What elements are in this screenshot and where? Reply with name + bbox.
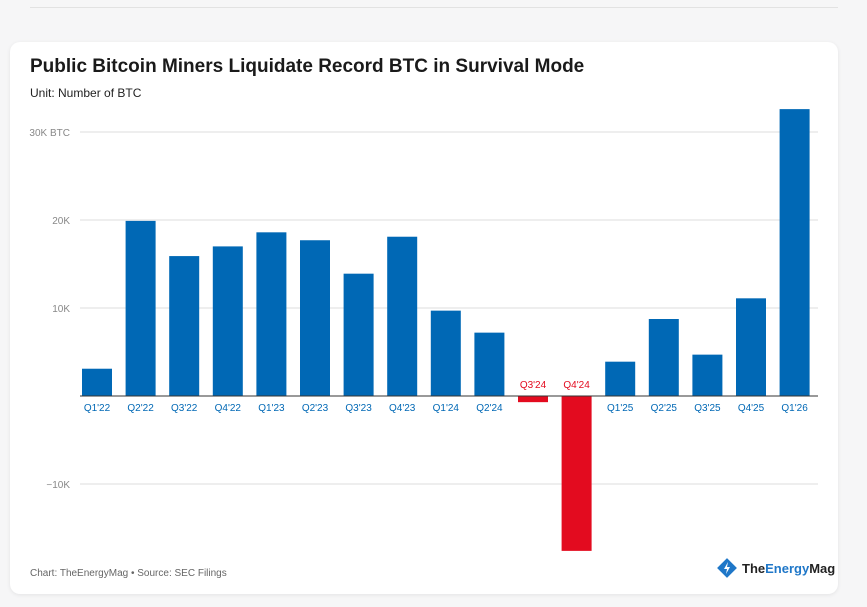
bar: [169, 256, 200, 396]
x-tick-label: Q2'24: [476, 403, 503, 414]
bar: [518, 396, 548, 403]
top-divider: [30, 7, 838, 8]
lightning-logo-icon: [717, 558, 737, 578]
logo-text: TheEnergyMag: [742, 560, 836, 576]
chart-footer: Chart: TheEnergyMag • Source: SEC Filing…: [30, 568, 227, 579]
x-tick-label: Q4'22: [215, 403, 242, 414]
bar-chart: 30K BTC 20K 10K −10K Q1'22 Q2'22 Q3'22 Q4'22 Q1'…: [29, 109, 818, 551]
x-tick-label: Q1'26: [781, 403, 808, 414]
y-tick-label: 10K: [52, 304, 70, 315]
bar: [561, 396, 592, 551]
bar: [779, 109, 810, 397]
bar: [343, 273, 374, 396]
bar: [300, 240, 330, 396]
x-tick-label: Q2'23: [302, 403, 329, 414]
x-tick-label: Q3'24: [520, 380, 547, 391]
x-tick-label: Q1'24: [433, 403, 460, 414]
y-tick-label: −10K: [46, 480, 70, 491]
x-tick-label: Q4'23: [389, 403, 416, 414]
y-tick-label: 30K BTC: [29, 128, 70, 139]
bar: [474, 332, 505, 396]
x-tick-label: Q3'22: [171, 403, 198, 414]
bar: [125, 220, 156, 396]
bar: [648, 319, 679, 396]
bar: [212, 246, 243, 396]
chart-title: Public Bitcoin Miners Liquidate Record B…: [30, 56, 585, 77]
x-tick-label: Q4'24: [563, 380, 590, 391]
bar: [430, 310, 461, 396]
x-tick-label: Q2'22: [127, 403, 154, 414]
bar: [387, 236, 418, 396]
bar: [692, 354, 723, 396]
x-tick-label: Q3'25: [694, 403, 721, 414]
bar: [256, 232, 287, 396]
chart-subtitle: Unit: Number of BTC: [30, 86, 142, 100]
chart-card: Public Bitcoin Miners Liquidate Record B…: [10, 42, 838, 594]
x-tick-label: Q1'23: [258, 403, 285, 414]
y-tick-label: 20K: [52, 216, 70, 227]
logo: TheEnergyMag: [716, 557, 835, 579]
bar: [82, 368, 112, 396]
x-tick-label: Q2'25: [651, 403, 678, 414]
bar: [736, 298, 766, 396]
x-tick-label: Q1'22: [84, 403, 111, 414]
x-tick-label: Q1'25: [607, 403, 634, 414]
x-tick-label: Q3'23: [345, 403, 372, 414]
x-tick-label: Q4'25: [738, 403, 765, 414]
bar: [605, 361, 636, 396]
